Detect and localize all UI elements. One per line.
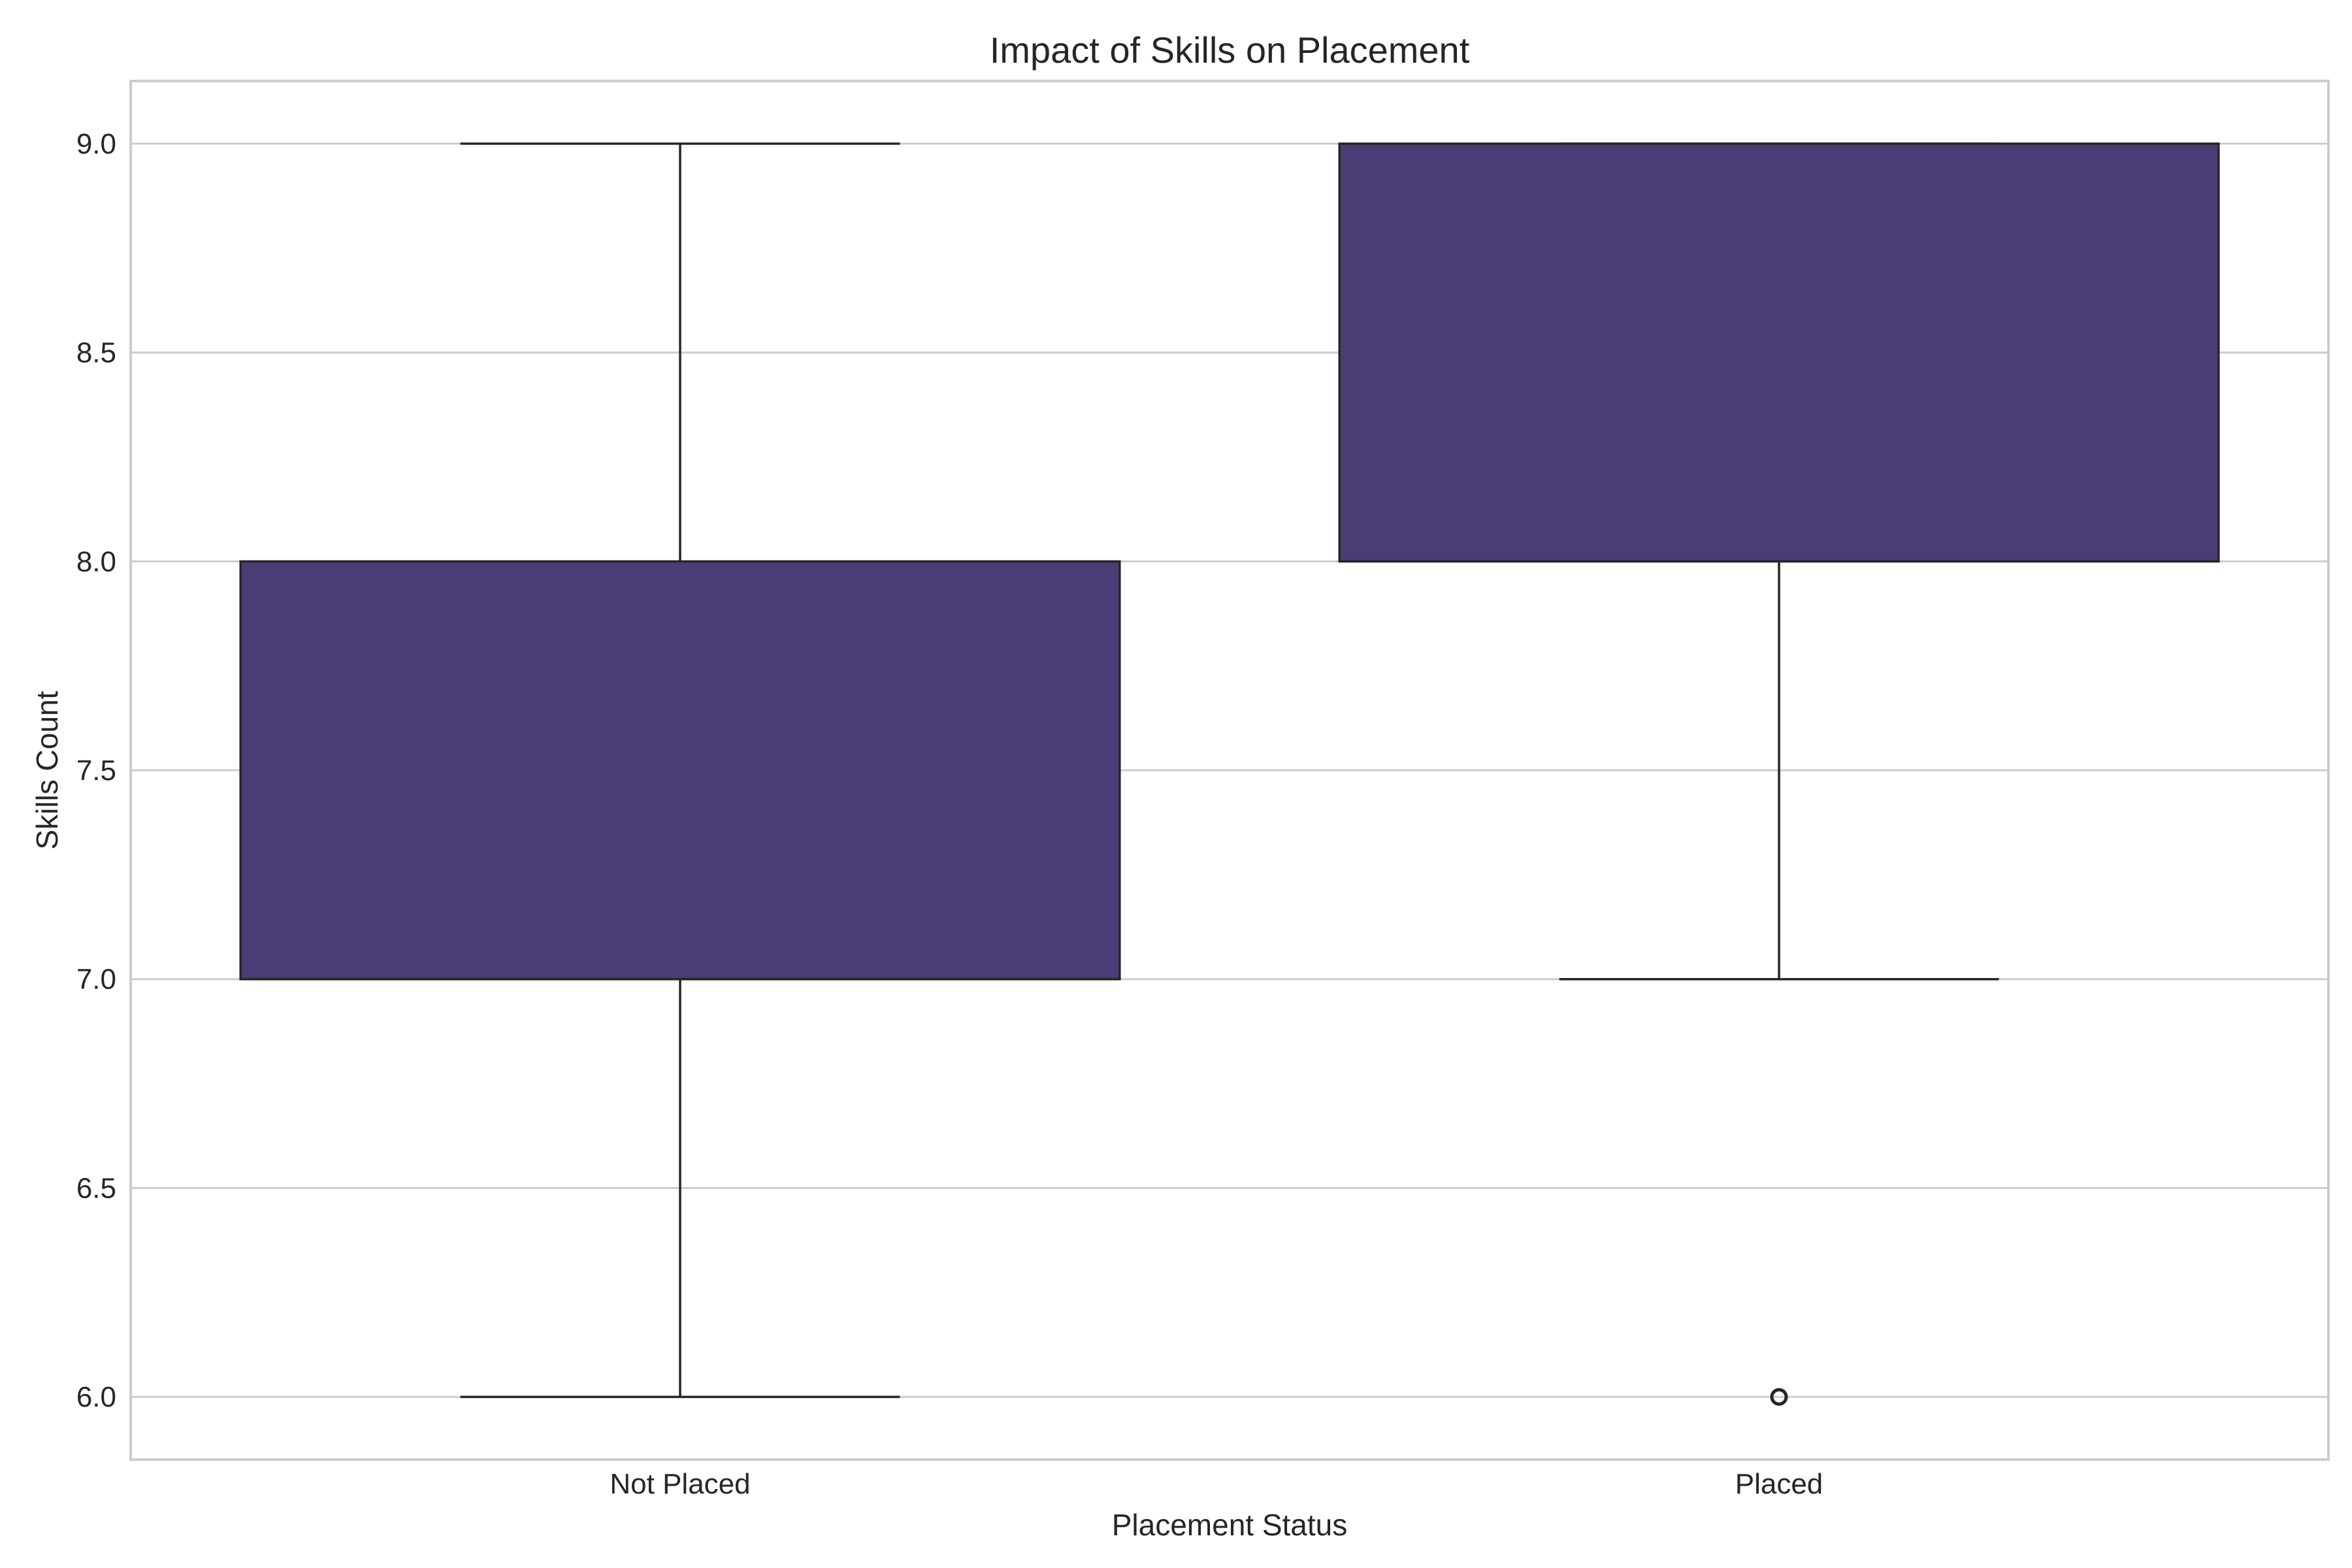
x-axis-label: Placement Status	[1112, 1508, 1348, 1542]
plot-frame	[129, 80, 2330, 1461]
boxes	[239, 142, 2220, 1406]
y-tick-label: 6.5	[76, 1172, 116, 1204]
y-tick-label: 7.0	[76, 964, 116, 996]
iqr-box	[1338, 142, 2220, 563]
x-tick-labels: Not Placed Placed	[610, 1468, 1823, 1500]
y-tick-label: 7.5	[76, 755, 116, 787]
y-tick-label: 8.5	[76, 337, 116, 369]
y-tick-labels: 6.0 6.5 7.0 7.5 8.0 8.5 9.0	[76, 128, 116, 1413]
x-tick-label: Not Placed	[610, 1468, 750, 1500]
chart-title: Impact of Skills on Placement	[990, 29, 1470, 71]
x-tick-label: Placed	[1735, 1468, 1823, 1500]
y-tick-label: 8.0	[76, 546, 116, 578]
y-axis-label: Skills Count	[30, 691, 64, 849]
outlier-point	[1770, 1388, 1788, 1406]
y-tick-label: 6.0	[76, 1381, 116, 1413]
box-group	[1338, 142, 2220, 1406]
y-tick-label: 9.0	[76, 128, 116, 160]
iqr-box	[239, 560, 1121, 981]
box-group	[239, 142, 1121, 1398]
